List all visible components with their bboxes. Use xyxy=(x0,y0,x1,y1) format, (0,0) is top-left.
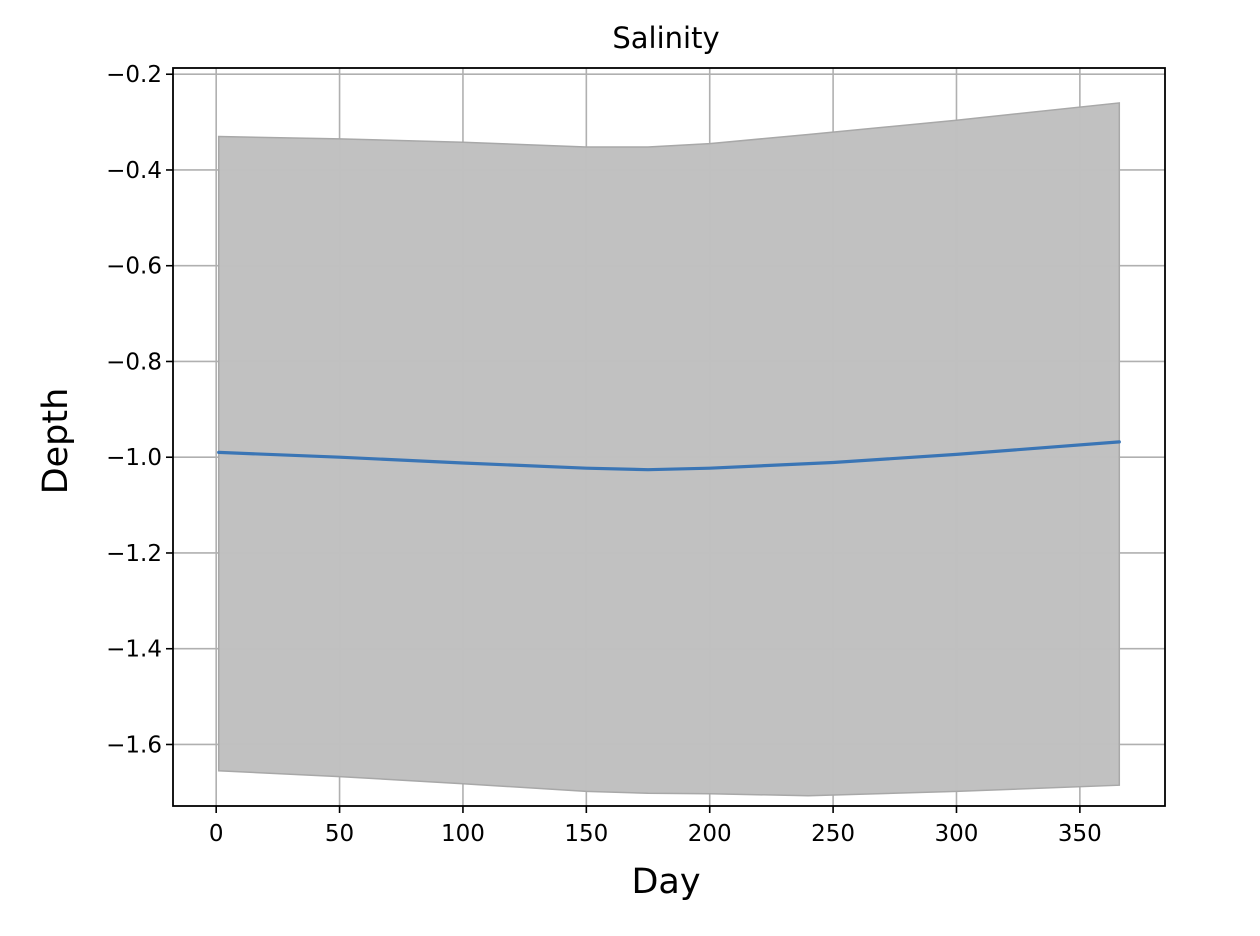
y-axis-title: Depth xyxy=(36,388,76,495)
y-axis: −0.2 −0.4 −0.6 −0.8 −1.0 −1.2 −1.4 −1.6 xyxy=(106,62,173,758)
x-tick-label: 250 xyxy=(811,821,855,847)
x-tick-label: 100 xyxy=(441,821,485,847)
series-line-layer xyxy=(217,440,1121,472)
x-tick-label: 150 xyxy=(564,821,608,847)
confidence-band xyxy=(217,102,1121,797)
y-tick-label: −0.4 xyxy=(106,158,162,184)
x-tick-label: 0 xyxy=(209,821,224,847)
x-tick-label: 350 xyxy=(1058,821,1102,847)
y-tick-label: −0.6 xyxy=(106,254,162,280)
y-tick-label: −1.4 xyxy=(106,637,162,663)
y-tick-label: −1.6 xyxy=(106,732,162,758)
x-axis: 0 50 100 150 200 250 300 350 xyxy=(209,806,1102,847)
y-tick-label: −1.2 xyxy=(106,541,162,567)
x-tick-label: 50 xyxy=(325,821,354,847)
x-axis-title: Day xyxy=(631,862,700,902)
series-line xyxy=(217,440,1121,472)
y-tick-label: −0.8 xyxy=(106,349,162,375)
x-tick-label: 200 xyxy=(688,821,732,847)
plot-frame xyxy=(172,67,1166,807)
confidence-band-layer xyxy=(217,102,1121,797)
y-tick-label: −0.2 xyxy=(106,62,162,88)
x-tick-label: 300 xyxy=(935,821,979,847)
chart-title: Salinity xyxy=(612,21,719,55)
y-tick-label: −1.0 xyxy=(106,445,162,471)
